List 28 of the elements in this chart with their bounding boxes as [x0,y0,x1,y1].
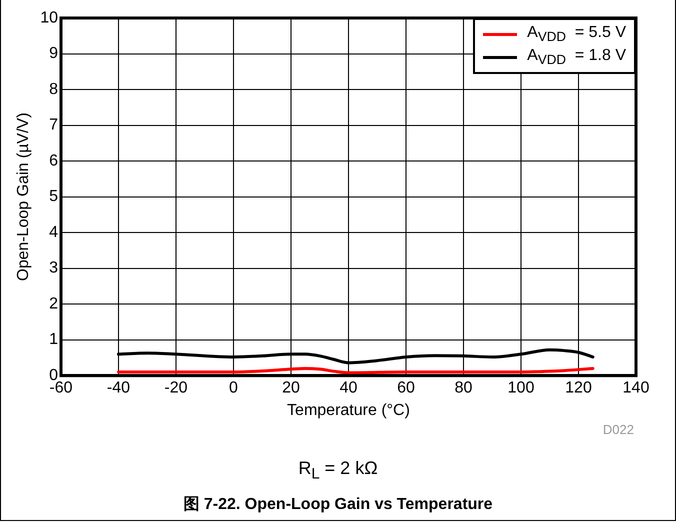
x-tick-label: -60 [49,380,73,397]
y-tick-label: 2 [49,295,58,312]
x-tick-label: 40 [340,380,358,397]
x-tick-label: 140 [622,380,650,397]
y-tick-label: 5 [49,188,58,206]
x-tick-label: 60 [397,380,415,397]
text: R$_{L}$ = 2 kΩ [297,458,379,483]
y-tick-label: 3 [49,260,58,277]
x-tick-label: 0 [229,380,238,397]
x-tick-label: -20 [164,380,188,397]
x-axis-title: Temperature (°C) [287,402,410,419]
legend-label: A$_{VDD}$ = 5.5 V [527,23,626,46]
x-tick-label: -40 [106,380,130,397]
x-tick-label: 120 [565,380,592,397]
y-tick-label: 1 [49,331,58,348]
x-tick-label: 100 [508,380,534,397]
x-tick-label: 20 [282,380,300,397]
y-tick-label: 9 [49,45,58,62]
y-tick-label: 4 [49,224,58,241]
y-tick-label: 8 [49,80,58,98]
y-tick-label: 10 [40,9,58,26]
x-tick-label: 80 [454,380,472,397]
y-axis-title: Open-Loop Gain (µV/V) [15,112,32,282]
y-tick-label: 7 [49,116,58,134]
y-tick-label: 6 [49,152,58,170]
text: 图 7-22. Open-Loop Gain vs Temperature [182,495,494,515]
text: D022 [602,422,634,437]
legend-label: A$_{VDD}$ = 1.8 V [527,46,626,70]
